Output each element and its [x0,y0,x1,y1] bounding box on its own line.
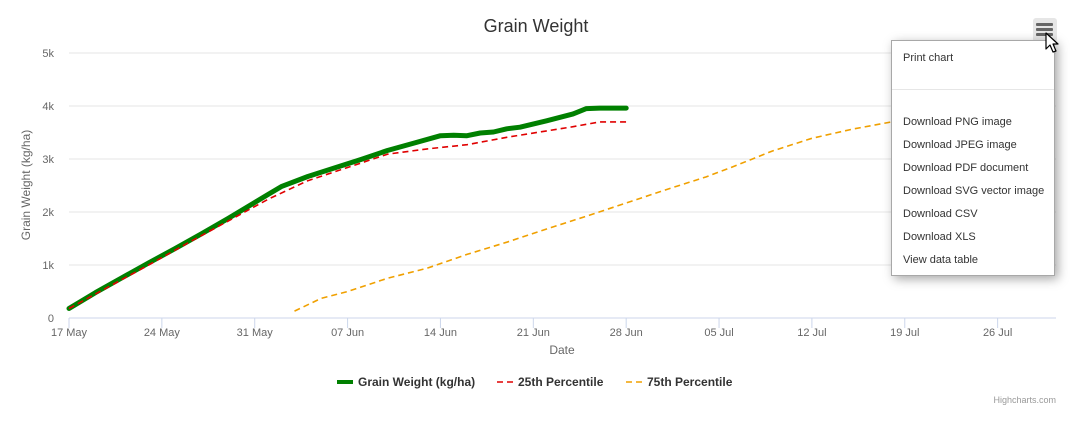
y-tick-label: 0 [48,313,54,325]
export-context-menu: Print chart Download PNG image Download … [891,40,1055,276]
legend-item-0[interactable]: Grain Weight (kg/ha) [337,375,475,389]
x-axis-label: Date [549,343,575,357]
menu-item-download-jpeg[interactable]: Download JPEG image [903,139,1017,151]
menu-item-download-csv[interactable]: Download CSV [903,208,978,220]
y-tick-label: 4k [42,101,54,113]
x-tick-label: 26 Jul [983,327,1012,339]
x-axis-ticks: 17 May 24 May 31 May 07 Jun 14 Jun 21 Jun 28 J… [51,318,1012,339]
legend-label: Grain Weight (kg/ha) [358,375,475,389]
y-tick-label: 1k [42,260,54,272]
series-line-2[interactable] [294,121,892,312]
menu-item-download-png[interactable]: Download PNG image [903,116,1012,128]
y-tick-label: 2k [42,207,54,219]
x-tick-label: 07 Jun [331,327,364,339]
y-axis-label: Grain Weight (kg/ha) [19,130,33,241]
legend-label: 75th Percentile [647,375,733,389]
x-tick-label: 28 Jun [610,327,643,339]
menu-item-view-data-table[interactable]: View data table [903,254,979,266]
menu-item-download-svg[interactable]: Download SVG vector image [903,185,1045,197]
legend-label: 25th Percentile [518,375,604,389]
x-tick-label: 24 May [144,327,181,339]
x-tick-label: 21 Jun [517,327,550,339]
menu-separator [892,89,1054,90]
menu-item-download-pdf[interactable]: Download PDF document [903,162,1029,174]
menu-item-print-chart[interactable]: Print chart [903,52,954,64]
menu-item-download-xls[interactable]: Download XLS [903,231,976,243]
series-group [66,105,892,312]
x-tick-label: 14 Jun [424,327,457,339]
legend[interactable]: Grain Weight (kg/ha) 25th Percentile 75th … [337,375,733,389]
hamburger-menu-icon [1036,28,1053,31]
hamburger-menu-icon [1036,23,1053,26]
legend-item-2[interactable]: 75th Percentile [626,375,733,389]
x-tick-label: 31 May [237,327,274,339]
hamburger-menu-icon [1036,33,1053,36]
y-axis-ticks: 0 1k 2k 3k 4k 5k [42,48,54,325]
chart-menu-button[interactable] [1033,18,1057,42]
x-tick-label: 05 Jul [704,327,733,339]
y-tick-label: 3k [42,154,54,166]
legend-item-1[interactable]: 25th Percentile [497,375,604,389]
credits-link[interactable]: Highcharts.com [993,395,1056,405]
x-tick-label: 19 Jul [890,327,919,339]
series-line-1[interactable] [68,121,627,310]
series-line-0[interactable] [66,105,629,311]
y-tick-label: 5k [42,48,54,60]
x-tick-label: 12 Jul [797,327,826,339]
chart-title: Grain Weight [484,16,589,36]
x-tick-label: 17 May [51,327,88,339]
